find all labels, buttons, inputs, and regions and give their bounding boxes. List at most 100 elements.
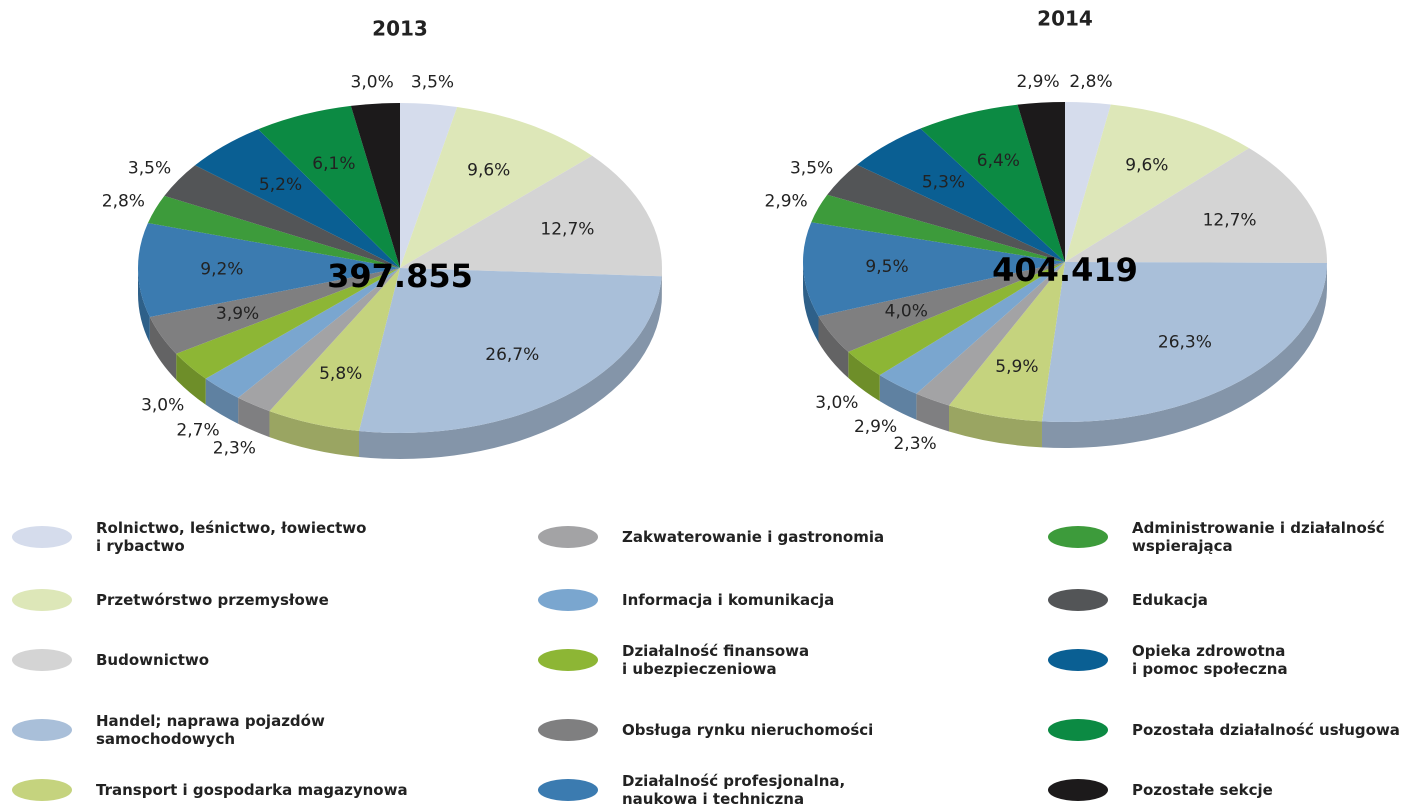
data-label: 3,9%	[216, 304, 259, 324]
legend-label: Obsługa rynku nieruchomości	[622, 721, 874, 739]
data-label: 6,4%	[977, 151, 1020, 171]
data-label: 2,9%	[1016, 72, 1059, 92]
data-label: 2,9%	[765, 191, 808, 211]
pie-side	[1041, 263, 1327, 448]
legend-swatch	[12, 589, 72, 611]
pie-slice	[350, 103, 400, 268]
legend-label: Opieka zdrowotna i pomoc społeczna	[1132, 642, 1288, 678]
pie-slice	[147, 195, 400, 268]
data-label: 2,8%	[1069, 72, 1112, 92]
legend-item: Pozostała działalność usługowa	[1048, 710, 1400, 750]
pie-slice	[827, 164, 1065, 262]
pie-slice	[164, 165, 400, 268]
legend-swatch	[12, 649, 72, 671]
total-label: 397.855	[327, 257, 473, 295]
legend-label: Edukacja	[1132, 591, 1208, 609]
chart-title: 2014	[1037, 7, 1093, 31]
legend-swatch	[538, 779, 598, 801]
pie-slice	[149, 268, 400, 354]
data-label: 9,6%	[1125, 155, 1168, 175]
legend-label: Handel; naprawa pojazdów samochodowych	[96, 712, 325, 748]
legend-label: Działalność finansowa i ubezpieczeniowa	[622, 642, 810, 678]
data-label: 3,5%	[128, 159, 171, 179]
legend-item: Opieka zdrowotna i pomoc społeczna	[1048, 640, 1288, 680]
pie-side	[138, 268, 150, 344]
pie-slice	[195, 129, 400, 268]
legend-item: Obsługa rynku nieruchomości	[538, 710, 873, 750]
pie-slice	[803, 222, 1065, 317]
pie-slice	[1065, 148, 1328, 264]
pie-slice	[205, 268, 400, 398]
legend-swatch	[538, 649, 598, 671]
pie-slice	[1065, 104, 1250, 263]
pie-slice	[400, 106, 593, 269]
legend-item: Budownictwo	[12, 640, 209, 680]
legend-label: Działalność profesjonalna, naukowa i tec…	[622, 772, 846, 808]
data-label: 5,3%	[922, 172, 965, 192]
total-label: 404.419	[992, 251, 1138, 289]
legend-swatch	[538, 589, 598, 611]
pie-side	[269, 411, 360, 457]
pie-side	[359, 276, 662, 459]
legend-swatch	[12, 779, 72, 801]
data-label: 2,9%	[854, 417, 897, 437]
pie-slice	[920, 104, 1065, 262]
pie-slice	[269, 268, 400, 431]
pie-slice	[238, 268, 400, 412]
data-label: 26,3%	[1158, 332, 1212, 352]
legend-item: Działalność profesjonalna, naukowa i tec…	[538, 770, 845, 810]
legend-item: Informacja i komunikacja	[538, 580, 834, 620]
legend-swatch	[1048, 649, 1108, 671]
legend-item: Przetwórstwo przemysłowe	[12, 580, 329, 620]
pie-side	[818, 316, 849, 378]
legend-label: Informacja i komunikacja	[622, 591, 835, 609]
legend-swatch	[12, 526, 72, 548]
data-label: 3,0%	[141, 395, 184, 415]
data-label: 3,5%	[411, 73, 454, 93]
data-label: 9,5%	[865, 257, 908, 277]
legend-item: Działalność finansowa i ubezpieczeniowa	[538, 640, 809, 680]
pie-slice	[848, 262, 1065, 376]
legend-item: Administrowanie i działalność wspierając…	[1048, 517, 1385, 557]
legend-label: Pozostałe sekcje	[1132, 781, 1273, 799]
data-label: 2,3%	[213, 439, 256, 459]
pie-slice	[1065, 102, 1111, 262]
pie-slice	[1041, 262, 1327, 423]
data-label: 9,2%	[200, 259, 243, 279]
pie-side	[238, 397, 270, 438]
data-label: 6,1%	[312, 154, 355, 174]
pie-slice	[359, 268, 662, 433]
data-label: 2,3%	[893, 434, 936, 454]
pie-slice	[818, 262, 1065, 352]
pie-slice	[856, 128, 1065, 262]
pie-side	[916, 393, 949, 432]
data-label: 5,9%	[995, 357, 1038, 377]
legend-swatch	[538, 719, 598, 741]
pie-slice	[137, 222, 400, 318]
legend-label: Administrowanie i działalność wspierając…	[1132, 519, 1385, 555]
pie-slice	[948, 262, 1065, 422]
pie-side	[848, 351, 880, 402]
chart-title: 2013	[372, 17, 428, 41]
charts: 20133,5%9,6%12,7%26,7%5,8%2,3%2,7%3,0%3,…	[102, 7, 1328, 459]
legend-label: Transport i gospodarka magazynowa	[96, 781, 408, 799]
legend-item: Pozostałe sekcje	[1048, 770, 1273, 810]
legend-swatch	[1048, 589, 1108, 611]
legend-label: Zakwaterowanie i gastronomia	[622, 528, 885, 546]
data-label: 3,0%	[815, 393, 858, 413]
data-label: 3,0%	[351, 72, 394, 92]
pie-slice	[879, 262, 1065, 394]
legend-label: Pozostała działalność usługowa	[1132, 721, 1400, 739]
data-label: 2,7%	[176, 420, 219, 440]
legend-swatch	[12, 719, 72, 741]
pie-side	[149, 317, 177, 380]
legend-label: Rolnictwo, leśnictwo, łowiectwo i rybact…	[96, 519, 367, 555]
pie-side	[948, 405, 1042, 448]
legend-label: Budownictwo	[96, 651, 210, 669]
legend-item: Transport i gospodarka magazynowa	[12, 770, 408, 810]
data-label: 4,0%	[885, 301, 928, 321]
pie-side	[205, 378, 239, 424]
pie-slice	[258, 105, 400, 268]
data-label: 12,7%	[1203, 210, 1257, 230]
